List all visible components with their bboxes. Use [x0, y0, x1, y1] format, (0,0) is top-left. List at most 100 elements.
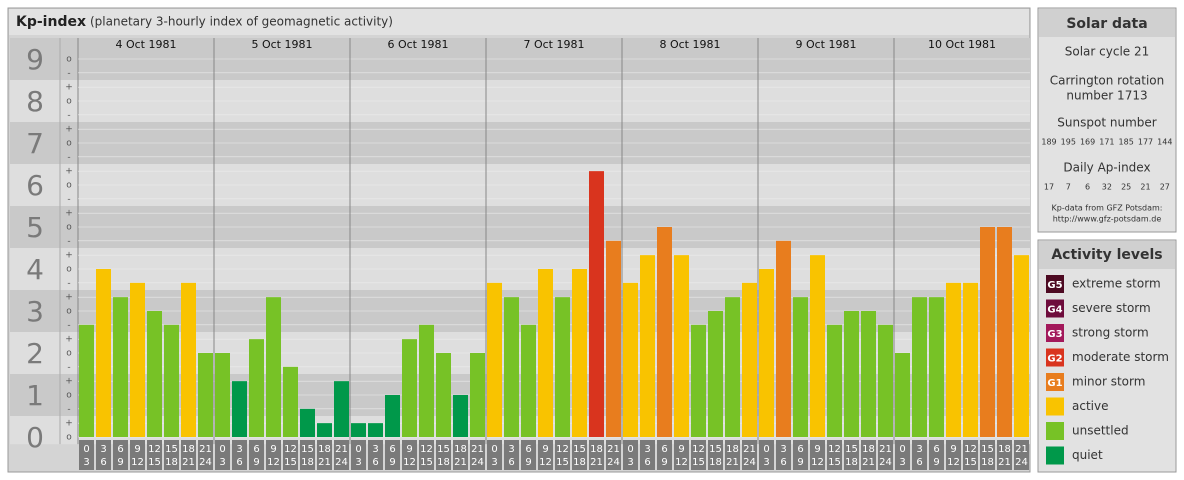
hour-label: 24	[1015, 457, 1028, 468]
minor-tick-label: -	[67, 110, 70, 120]
hour-label: 21	[590, 457, 603, 468]
sunspot-value: 195	[1061, 138, 1076, 147]
hour-label: 15	[573, 444, 586, 455]
hour-label: 18	[981, 457, 994, 468]
sunspot-value: 171	[1099, 138, 1114, 147]
legend-label: minor storm	[1072, 375, 1145, 389]
hour-label: 9	[525, 457, 531, 468]
hour-box	[946, 440, 961, 470]
bar	[113, 297, 128, 437]
minor-tick-label: +	[65, 125, 73, 135]
hour-label: 6	[389, 444, 395, 455]
legend-label: severe storm	[1072, 301, 1151, 315]
hour-box	[283, 440, 298, 470]
hour-label: 6	[644, 457, 650, 468]
hour-label: 15	[845, 444, 858, 455]
y-tick-label: 0	[26, 421, 44, 454]
legend-label: unsettled	[1072, 424, 1129, 438]
hour-box	[725, 440, 740, 470]
bar	[1014, 255, 1029, 437]
hour-label: 12	[828, 444, 841, 455]
hour-label: 9	[950, 444, 956, 455]
hour-label: 15	[828, 457, 841, 468]
legend-code: G5	[1047, 280, 1062, 291]
hour-label: 9	[814, 444, 820, 455]
bar	[759, 269, 774, 437]
day-label: 4 Oct 1981	[115, 38, 176, 51]
y-tick-label: 9	[26, 43, 44, 76]
hour-label: 9	[134, 444, 140, 455]
hour-label: 6	[100, 457, 106, 468]
solar-panel	[1037, 7, 1177, 233]
hour-box	[589, 440, 604, 470]
hour-label: 6	[508, 457, 514, 468]
bar	[912, 297, 927, 437]
y-tick-label: 1	[26, 379, 44, 412]
hour-box	[674, 440, 689, 470]
bar	[317, 423, 332, 437]
ap-value: 32	[1102, 183, 1112, 192]
hour-box	[623, 440, 638, 470]
hour-box	[878, 440, 893, 470]
minor-tick-label: +	[65, 419, 73, 429]
bar	[368, 423, 383, 437]
minor-tick-label: +	[65, 293, 73, 303]
hour-label: 3	[644, 444, 650, 455]
band	[10, 416, 1030, 445]
bar	[606, 240, 621, 437]
hour-label: 15	[709, 444, 722, 455]
hour-label: 6	[525, 444, 531, 455]
day-label: 10 Oct 1981	[928, 38, 996, 51]
hour-box	[742, 440, 757, 470]
y-tick-label: 5	[26, 211, 44, 244]
hour-label: 15	[420, 457, 433, 468]
minor-tick-label: +	[65, 209, 73, 219]
bar	[929, 297, 944, 437]
bar	[249, 339, 264, 437]
hour-box	[113, 440, 128, 470]
bar	[895, 353, 910, 437]
hour-label: 18	[318, 444, 331, 455]
bar	[402, 339, 417, 437]
hour-box	[997, 440, 1012, 470]
legend-swatch	[1046, 446, 1064, 465]
hour-box	[861, 440, 876, 470]
hour-box	[555, 440, 570, 470]
minor-tick-label: o	[66, 391, 72, 401]
hour-label: 3	[491, 457, 497, 468]
legend-swatch	[1046, 324, 1064, 342]
hour-label: 3	[100, 444, 106, 455]
hour-box	[334, 440, 349, 470]
sunspot-value: 189	[1041, 138, 1056, 147]
hour-box	[1014, 440, 1029, 470]
minor-tick-label: -	[67, 152, 70, 162]
hour-label: 12	[420, 444, 433, 455]
hour-box	[79, 440, 94, 470]
hour-label: 6	[253, 444, 259, 455]
bar	[708, 311, 723, 437]
bar	[997, 227, 1012, 437]
hour-label: 24	[607, 457, 620, 468]
legend-label: extreme storm	[1072, 277, 1161, 291]
hour-box	[249, 440, 264, 470]
minor-tick-label: o	[66, 181, 72, 191]
bar	[725, 297, 740, 437]
hour-label: 0	[763, 444, 769, 455]
ap-value: 25	[1121, 183, 1131, 192]
hour-label: 21	[471, 444, 484, 455]
hour-label: 24	[335, 457, 348, 468]
bar	[164, 324, 179, 437]
hour-box	[317, 440, 332, 470]
hour-label: 3	[372, 444, 378, 455]
bar	[657, 227, 672, 437]
minor-tick-label: -	[67, 362, 70, 372]
bar	[861, 311, 876, 437]
hour-box	[266, 440, 281, 470]
hour-label: 0	[627, 444, 633, 455]
legend-label: strong storm	[1072, 326, 1149, 340]
hour-label: 6	[372, 457, 378, 468]
bar	[419, 324, 434, 437]
legend-swatch	[1046, 397, 1064, 416]
bar	[776, 240, 791, 437]
